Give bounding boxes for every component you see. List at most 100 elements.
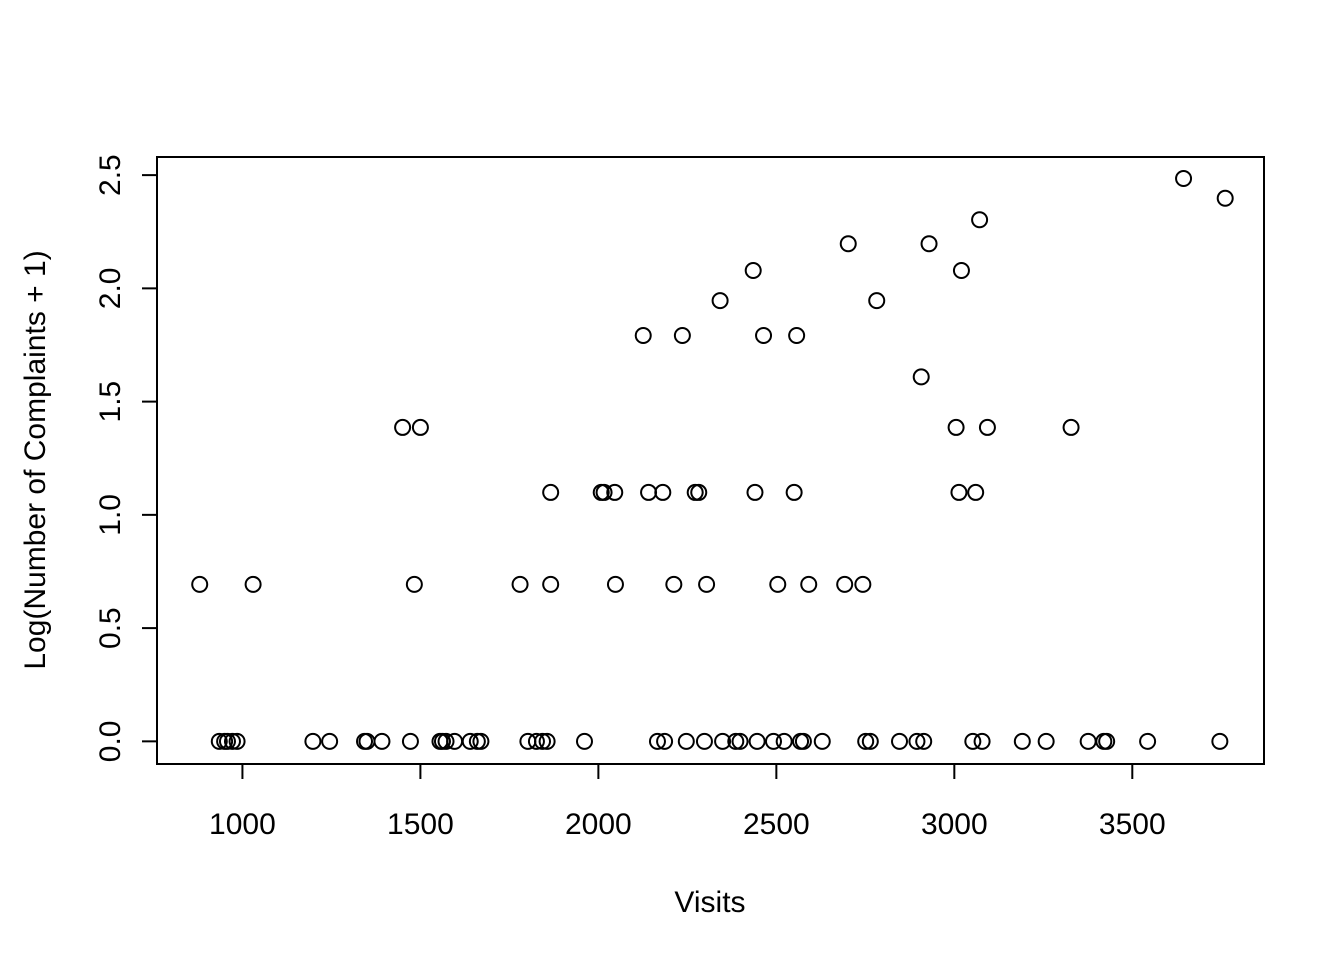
data-point bbox=[527, 732, 545, 750]
y-tick-label: 0.5 bbox=[94, 607, 127, 649]
data-point bbox=[839, 235, 857, 253]
data-point bbox=[654, 483, 672, 501]
data-point bbox=[656, 732, 674, 750]
data-point bbox=[744, 261, 762, 279]
data-point bbox=[519, 732, 537, 750]
data-point bbox=[1062, 418, 1080, 436]
y-axis: 0.0 0.5 1.0 1.5 2.0 2.5 bbox=[94, 154, 158, 762]
y-tick-label: 1.0 bbox=[94, 494, 127, 536]
data-point bbox=[800, 575, 818, 593]
data-point bbox=[967, 483, 985, 501]
data-point bbox=[461, 732, 479, 750]
y-tick-label: 1.5 bbox=[94, 381, 127, 423]
data-point bbox=[964, 732, 982, 750]
data-point bbox=[868, 292, 886, 310]
data-point bbox=[665, 575, 683, 593]
data-point bbox=[223, 732, 241, 750]
data-point bbox=[210, 732, 228, 750]
data-point bbox=[711, 292, 729, 310]
data-point bbox=[947, 418, 965, 436]
data-point bbox=[785, 483, 803, 501]
data-point bbox=[836, 575, 854, 593]
data-point bbox=[1037, 732, 1055, 750]
data-point bbox=[595, 483, 613, 501]
data-point bbox=[321, 732, 339, 750]
data-point bbox=[794, 732, 812, 750]
data-point bbox=[854, 575, 872, 593]
data-point bbox=[748, 732, 766, 750]
data-point bbox=[191, 575, 209, 593]
data-point bbox=[1175, 170, 1193, 188]
x-axis-title: Visits bbox=[674, 886, 745, 919]
data-point bbox=[1013, 732, 1031, 750]
data-point bbox=[533, 732, 551, 750]
data-point bbox=[690, 483, 708, 501]
data-point bbox=[915, 732, 933, 750]
data-point bbox=[542, 483, 560, 501]
data-point bbox=[437, 732, 455, 750]
data-point bbox=[813, 732, 831, 750]
data-point bbox=[542, 575, 560, 593]
data-point bbox=[912, 368, 930, 386]
data-point bbox=[228, 732, 246, 750]
data-point bbox=[861, 732, 879, 750]
x-tick-label: 2000 bbox=[565, 808, 632, 841]
x-axis: 1000 1500 2000 2500 3000 3500 bbox=[209, 763, 1166, 841]
data-point bbox=[640, 483, 658, 501]
data-point bbox=[244, 575, 262, 593]
data-point bbox=[472, 732, 490, 750]
data-point bbox=[1216, 189, 1234, 207]
data-point bbox=[727, 732, 745, 750]
x-tick-label: 1500 bbox=[387, 808, 454, 841]
data-point bbox=[394, 418, 412, 436]
x-tick-label: 3000 bbox=[921, 808, 988, 841]
data-point bbox=[634, 326, 652, 344]
data-point bbox=[714, 732, 732, 750]
data-point bbox=[686, 483, 704, 501]
data-point bbox=[857, 732, 875, 750]
data-point bbox=[304, 732, 322, 750]
data-point bbox=[373, 732, 391, 750]
data-point bbox=[952, 261, 970, 279]
data-point bbox=[1079, 732, 1097, 750]
y-axis-title: Log(Number of Complaints + 1) bbox=[19, 250, 52, 669]
x-tick-label: 3500 bbox=[1099, 808, 1166, 841]
data-point bbox=[775, 732, 793, 750]
data-point bbox=[538, 732, 556, 750]
y-tick-label: 2.5 bbox=[94, 154, 127, 196]
data-point bbox=[765, 732, 783, 750]
data-point bbox=[973, 732, 991, 750]
data-point bbox=[606, 575, 624, 593]
data-point bbox=[411, 418, 429, 436]
data-point bbox=[978, 418, 996, 436]
data-point bbox=[1098, 732, 1116, 750]
data-point bbox=[920, 235, 938, 253]
data-point bbox=[746, 483, 764, 501]
data-point bbox=[1139, 732, 1157, 750]
x-tick-label: 2500 bbox=[743, 808, 810, 841]
y-tick-label: 0.0 bbox=[94, 720, 127, 762]
y-tick-label: 2.0 bbox=[94, 268, 127, 310]
data-point bbox=[511, 575, 529, 593]
data-point bbox=[1211, 732, 1229, 750]
data-point bbox=[218, 732, 236, 750]
data-point bbox=[401, 732, 419, 750]
data-point bbox=[788, 326, 806, 344]
x-tick-label: 1000 bbox=[209, 808, 276, 841]
plot-frame bbox=[156, 156, 1265, 765]
data-point bbox=[673, 326, 691, 344]
data-point bbox=[575, 732, 593, 750]
data-point bbox=[695, 732, 713, 750]
data-point bbox=[755, 326, 773, 344]
data-point bbox=[769, 575, 787, 593]
data-point bbox=[891, 732, 909, 750]
data-point bbox=[698, 575, 716, 593]
data-points bbox=[191, 170, 1234, 750]
data-point bbox=[731, 732, 749, 750]
data-point bbox=[606, 483, 624, 501]
data-point bbox=[971, 211, 989, 229]
data-point bbox=[950, 483, 968, 501]
data-point bbox=[908, 732, 926, 750]
data-point bbox=[648, 732, 666, 750]
